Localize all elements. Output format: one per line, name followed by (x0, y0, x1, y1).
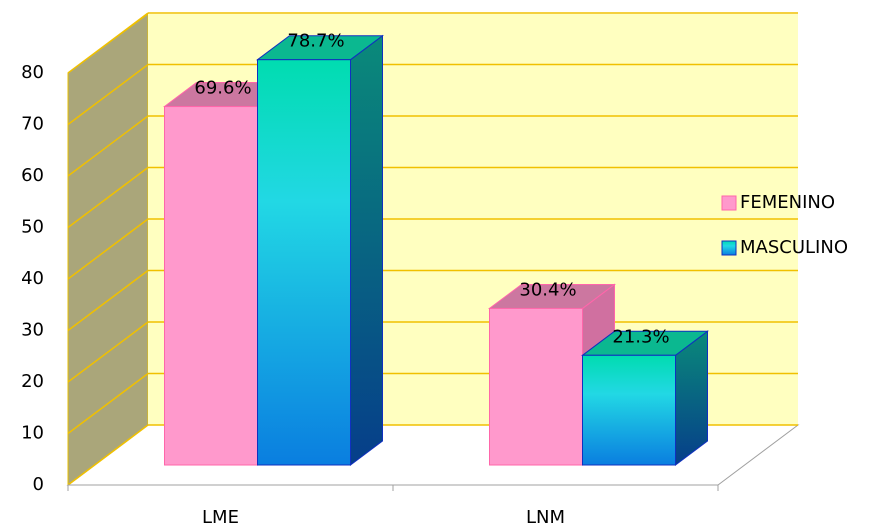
grid-line (67, 372, 149, 435)
grid-line (67, 424, 149, 486)
y-tick-label: 30 (21, 320, 44, 341)
bar (582, 354, 676, 466)
x-tick-label: LNM (526, 507, 565, 528)
bar (164, 106, 258, 466)
grid-line (67, 115, 149, 177)
bar (257, 59, 351, 466)
grid-line (67, 218, 149, 280)
y-tick-label: 80 (21, 62, 44, 83)
grid-line (67, 63, 149, 126)
y-tick-label: 0 (33, 474, 44, 495)
value-label: 69.6% (194, 78, 251, 99)
value-label: 78.7% (287, 31, 344, 52)
legend-label: FEMENINO (740, 192, 835, 213)
legend-label: MASCULINO (740, 237, 848, 258)
y-tick-label: 50 (21, 217, 44, 238)
y-tick-label: 70 (21, 114, 44, 135)
value-label: 21.3% (612, 326, 669, 347)
bar-side (350, 34, 383, 466)
grid-line (67, 12, 149, 74)
value-label: 30.4% (519, 279, 576, 300)
grid-line (67, 321, 149, 383)
x-tick-label: LME (202, 507, 239, 528)
y-tick-label: 20 (21, 371, 44, 392)
y-tick-label: 60 (21, 165, 44, 186)
legend-swatch (721, 195, 737, 211)
legend-swatch (721, 240, 737, 256)
y-tick-label: 10 (21, 423, 44, 444)
grid-line (67, 166, 149, 229)
bar (489, 307, 583, 466)
y-tick-label: 40 (21, 268, 44, 289)
grid-line (67, 269, 149, 332)
